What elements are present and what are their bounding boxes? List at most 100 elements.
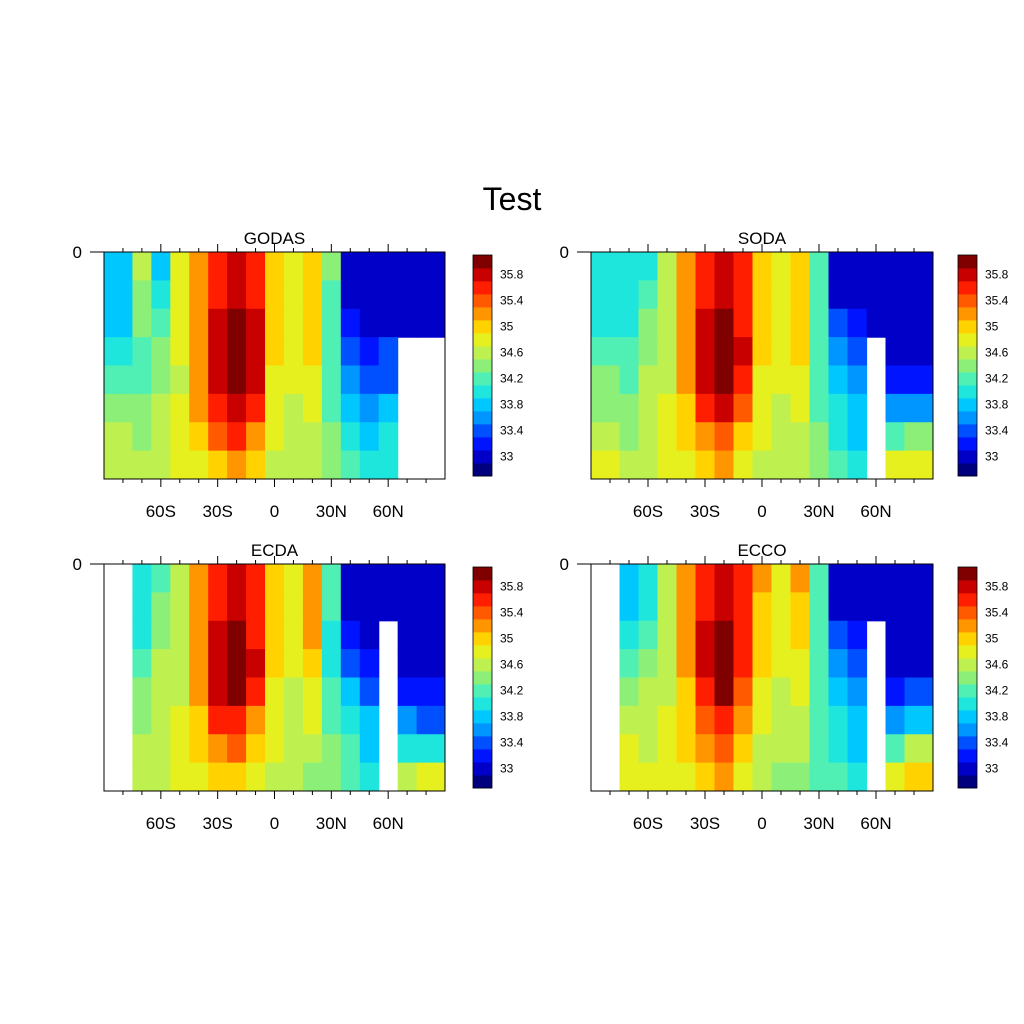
heatmap-cell [809,280,830,310]
heatmap-cell [208,393,228,423]
heatmap-cell [676,252,697,281]
heatmap-cell [733,450,754,479]
heatmap-cell [638,677,659,707]
colorbar-tick-label: 35 [500,632,514,646]
heatmap-cell [752,620,773,650]
heatmap-cell [733,649,754,679]
heatmap-cell [208,280,228,310]
heatmap-cell [885,252,906,281]
heatmap-cell [657,450,678,479]
heatmap-cell [790,280,811,310]
colorbar-segment [473,697,492,711]
heatmap-cell [809,734,830,764]
heatmap-cell [771,705,792,735]
heatmap-cell [809,422,830,452]
colorbar-segment [473,411,492,425]
heatmap-cell [170,705,190,735]
heatmap-cell [208,620,228,650]
colorbar: 33 33.4 33.8 34.2 34.6 35 35.4 35.8 [957,566,1009,789]
heatmap-cell [657,252,678,281]
heatmap-cell [676,337,697,367]
colorbar-tick-label: 34.6 [985,346,1009,360]
colorbar-segment [958,424,977,438]
colorbar-segment [958,281,977,295]
heatmap-cell [714,649,735,679]
colorbar-tick-label: 34.2 [985,372,1009,386]
heatmap-cell [359,280,380,310]
colorbar-tick-label: 35 [985,632,999,646]
heatmap-cell [189,649,209,679]
heatmap-cell [227,337,247,367]
heatmap-cell [397,734,418,764]
heatmap-cell [752,308,773,338]
heatmap-cell [132,564,152,593]
colorbar-tick-label: 35 [500,320,514,334]
heatmap-cell [733,252,754,281]
colorbar-segment [958,619,977,633]
heatmap-cell [227,564,247,593]
heatmap-cell [904,705,933,735]
colorbar-segment [473,450,492,464]
heatmap-cell [265,337,285,367]
heatmap-cell [227,734,247,764]
heatmap-cell [828,252,849,281]
heatmap-cell [904,308,933,338]
x-tick-label: 30S [690,814,720,833]
heatmap-cell [657,365,678,395]
heatmap-cell [397,308,418,338]
heatmap-cell [246,620,266,650]
colorbar-segment [473,567,492,581]
heatmap-cell [676,677,697,707]
heatmap-cell [104,252,134,281]
heatmap-cell [695,620,716,650]
x-tick-label: 30N [803,814,834,833]
colorbar-segment [958,359,977,373]
heatmap-cell [321,365,342,395]
heatmap-cell [283,337,304,367]
colorbar-segment [958,346,977,360]
heatmap-cell [790,252,811,281]
heatmap-cell [321,762,342,791]
heatmap-cell [847,677,868,707]
heatmap-cell [790,762,811,791]
x-tick-label: 30S [203,502,233,521]
heatmap-cell [676,620,697,650]
colorbar-segment [473,723,492,737]
heatmap-cell [189,422,209,452]
heatmap-cell [208,308,228,338]
heatmap-cell [416,705,445,735]
heatmap-cell [714,564,735,593]
heatmap-cell [170,564,190,593]
heatmap-cell [151,308,171,338]
colorbar-tick-label: 33.4 [985,736,1009,750]
heatmap-cell [132,450,152,479]
heatmap-cell [378,564,399,593]
heatmap-cell [638,734,659,764]
heatmap-cell [619,393,640,423]
panel-title: GODAS [244,229,305,248]
heatmap-cell [397,705,418,735]
colorbar-tick-label: 35.4 [500,606,524,620]
heatmap-cell [359,734,380,764]
heatmap-cell [904,762,933,791]
heatmap-cell [885,365,906,395]
heatmap-cell [302,337,323,367]
heatmap-cell [657,337,678,367]
colorbar-segment [473,372,492,386]
heatmap-cell [676,308,697,338]
heatmap-cell [132,677,152,707]
heatmap-cell [208,252,228,281]
colorbar-tick-label: 35.8 [985,580,1009,594]
heatmap-cell [265,252,285,281]
heatmap-cell [283,705,304,735]
heatmap-cell [591,280,621,310]
heatmap-cell [847,422,868,452]
x-tick-label: 30N [316,502,347,521]
heatmap-cell [847,337,868,367]
heatmap-cell [714,308,735,338]
colorbar-segment [958,398,977,412]
heatmap-cell [695,592,716,622]
x-tick-label: 30S [690,502,720,521]
heatmap-cell [359,620,380,650]
heatmap-cell [752,592,773,622]
